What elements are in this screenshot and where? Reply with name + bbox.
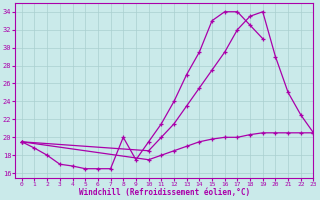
X-axis label: Windchill (Refroidissement éolien,°C): Windchill (Refroidissement éolien,°C) bbox=[79, 188, 250, 197]
